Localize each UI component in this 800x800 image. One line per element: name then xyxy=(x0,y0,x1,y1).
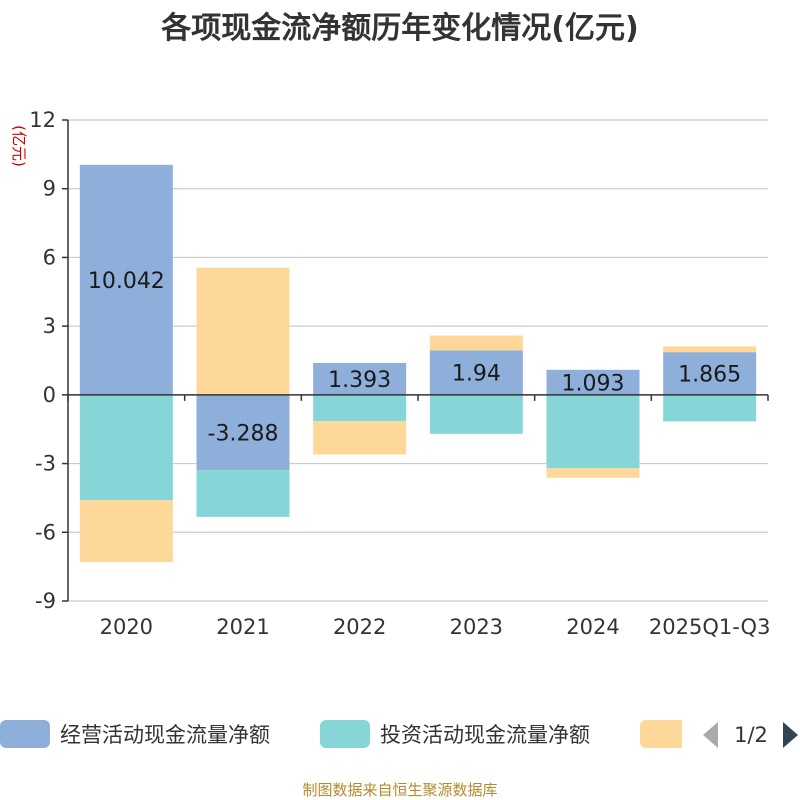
legend-label-series-1: 经营活动现金流量净额 xyxy=(60,723,270,747)
y-tick-label: 3 xyxy=(43,314,56,338)
bar-2023-series-1 xyxy=(429,350,523,395)
x-tick-label: 2022 xyxy=(333,615,386,639)
x-tick-label: 2024 xyxy=(566,615,619,639)
bar-2023-series-2 xyxy=(429,394,523,434)
chart-title: 各项现金流净额历年变化情况(亿元) xyxy=(160,11,638,46)
bar-2024-series-3 xyxy=(546,468,640,478)
y-tick-label: -6 xyxy=(35,520,56,544)
x-tick-label: 2023 xyxy=(450,615,503,639)
data-label: 1.393 xyxy=(328,368,391,393)
bar-2025Q1-Q3-series-1 xyxy=(663,352,757,395)
legend-clip-mask xyxy=(682,716,800,752)
y-axis-unit: (亿元) xyxy=(10,125,28,167)
bar-2024-series-1 xyxy=(546,369,640,395)
gridlines xyxy=(68,119,768,602)
legend-page-indicator: 1/2 xyxy=(734,723,768,747)
bar-2021-series-1 xyxy=(196,394,290,471)
bar-2022-series-1 xyxy=(313,362,407,395)
bar-2020-series-2 xyxy=(79,394,173,501)
y-tick-label: 6 xyxy=(43,245,56,269)
bar-2022-series-2 xyxy=(313,394,407,422)
legend: 经营活动现金流量净额 投资活动现金流量净额 1/2 xyxy=(0,716,800,752)
legend-label-series-2: 投资活动现金流量净额 xyxy=(380,723,590,747)
data-source: 制图数据来自恒生聚源数据库 xyxy=(302,781,497,799)
bar-2020-series-3 xyxy=(79,500,173,563)
bar-2025Q1-Q3-series-3 xyxy=(663,346,757,353)
bar-2022-series-3 xyxy=(313,421,407,455)
legend-next-page-icon[interactable] xyxy=(783,722,798,748)
axes: -9 -6 -3 0 3 6 9 12 2020 2021 2022 2023 2024 2025Q1-Q… xyxy=(29,108,770,639)
bar-2020-series-1 xyxy=(79,164,173,395)
y-tick-label: 9 xyxy=(43,177,56,201)
data-label: 1.865 xyxy=(678,362,741,387)
legend-swatch-series-2 xyxy=(320,720,370,748)
y-tick-label: -9 xyxy=(35,589,56,613)
bar-2021-series-2 xyxy=(196,470,290,517)
data-label: 1.94 xyxy=(452,362,501,387)
bar-2023-series-3 xyxy=(429,335,523,351)
data-label: 1.093 xyxy=(562,371,625,396)
y-tick-label: 12 xyxy=(29,108,56,132)
x-tick-label: 2020 xyxy=(100,615,153,639)
legend-swatch-series-1 xyxy=(0,720,50,748)
x-tick-label: 2025Q1-Q3 xyxy=(649,615,771,639)
y-tick-label: 0 xyxy=(43,383,56,407)
legend-prev-page-icon[interactable] xyxy=(703,722,718,748)
bar-2025Q1-Q3-series-2 xyxy=(663,394,757,422)
y-tick-label: -3 xyxy=(35,452,56,476)
bar-2021-series-3 xyxy=(196,267,290,395)
legend-swatch-series-3 xyxy=(640,720,690,748)
data-label: 10.042 xyxy=(88,269,165,294)
data-labels: 10.042 -3.288 1.393 1.94 1.093 1.865 xyxy=(88,269,741,447)
bars xyxy=(79,164,757,563)
x-tick-label: 2021 xyxy=(216,615,269,639)
bar-2024-series-2 xyxy=(546,394,640,469)
data-label: -3.288 xyxy=(208,422,279,447)
